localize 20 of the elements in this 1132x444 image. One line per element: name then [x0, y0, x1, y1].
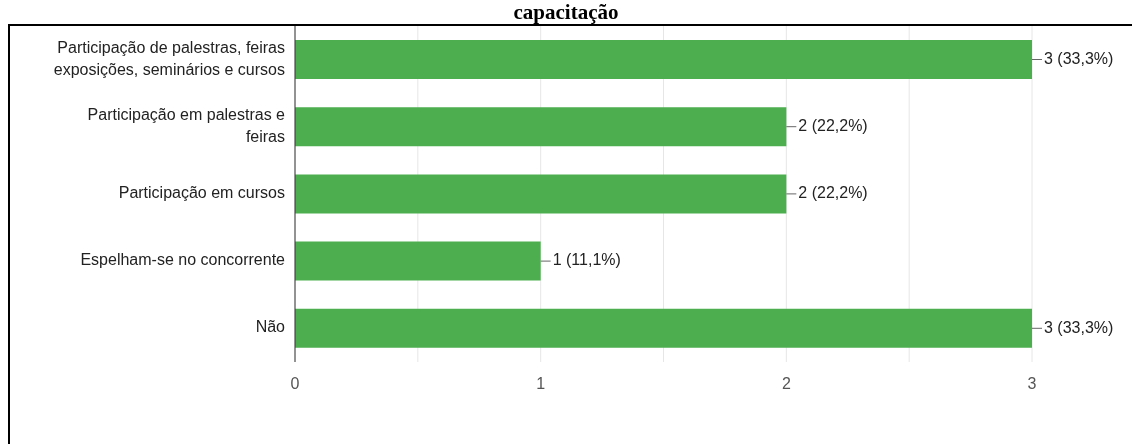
y-tick-label: Participação de palestras, feiras exposições, seminários e cursos	[53, 38, 285, 78]
bar	[295, 40, 1032, 79]
data-label: 2 (22,2%)	[798, 184, 868, 202]
x-tick-label: 1	[536, 375, 546, 393]
y-tick-label: Espelham-se no concorrente	[80, 251, 286, 269]
bar	[295, 308, 1032, 348]
y-tick-label: Participação em cursos	[118, 184, 285, 202]
data-label: 3 (33,3%)	[1044, 49, 1114, 67]
data-label: 3 (33,3%)	[1044, 318, 1114, 336]
y-tick-label: Não	[255, 318, 286, 336]
chart-title: capacitação	[512, 0, 620, 24]
data-label: 2 (22,2%)	[798, 116, 868, 134]
x-tick-label: 0	[290, 375, 300, 393]
bar	[295, 174, 787, 214]
bar	[295, 241, 541, 281]
bar	[295, 107, 787, 147]
data-label: 1 (11,1%)	[552, 251, 621, 269]
x-tick-label: 2	[781, 375, 791, 393]
x-tick-label: 3	[1027, 375, 1037, 393]
y-tick-label: Participação em palestras e feiras	[87, 106, 286, 146]
